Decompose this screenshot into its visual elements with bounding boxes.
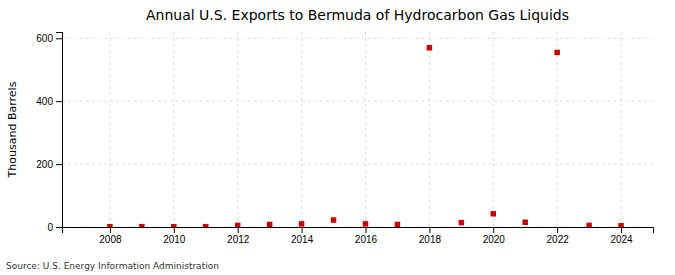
tick-mark <box>429 227 430 233</box>
tick-mark <box>56 164 62 165</box>
tick-mark <box>493 227 494 233</box>
tick: 200 <box>36 159 62 170</box>
tick: 2024 <box>610 227 633 245</box>
tick-label: 2024 <box>610 234 633 245</box>
point <box>267 222 272 227</box>
tick: 2010 <box>163 227 186 245</box>
tick: 2022 <box>547 227 570 245</box>
grid <box>62 32 653 227</box>
point <box>171 224 176 227</box>
y-axis-title: Thousand Barrels <box>6 81 19 178</box>
tick: 2012 <box>227 227 250 245</box>
axis-line <box>63 228 654 234</box>
grid-line <box>621 32 622 227</box>
tick-label: 2016 <box>355 234 378 245</box>
x-axis: 2008 2010 2012 2014 2016 2018 2020 2022 2024 <box>63 227 654 245</box>
tick-mark <box>174 227 175 233</box>
tick-label: 0 <box>47 222 53 233</box>
grid-line <box>365 32 366 227</box>
tick-mark <box>238 227 239 233</box>
point <box>459 220 464 225</box>
tick: 2016 <box>355 227 378 245</box>
tick-mark <box>365 227 366 233</box>
grid-line <box>173 32 174 227</box>
chart: 2008 2010 2012 2014 2016 2018 2020 2022 2024 0 200… <box>0 0 675 275</box>
annotation: Source: U.S. Energy Information Administ… <box>6 261 219 271</box>
point <box>586 223 591 227</box>
grid-line <box>301 32 302 227</box>
point <box>363 221 368 226</box>
grid-line <box>557 32 558 227</box>
grid-line <box>62 38 653 39</box>
grid-line <box>109 32 110 227</box>
tick-label: 200 <box>36 159 53 170</box>
point <box>203 224 208 227</box>
tick: 2018 <box>419 227 442 245</box>
tick: 2020 <box>483 227 506 245</box>
axis-line <box>56 33 63 228</box>
point <box>331 217 336 222</box>
grid-line <box>62 101 653 102</box>
tick: 2008 <box>99 227 122 245</box>
tick: 600 <box>36 33 62 44</box>
points <box>107 45 624 227</box>
plot: 2008 2010 2012 2014 2016 2018 2020 2022 2024 0 200… <box>36 32 653 245</box>
tick-mark <box>557 227 558 233</box>
point <box>427 45 432 50</box>
tick-label: 2018 <box>419 234 442 245</box>
tick-label: 2020 <box>483 234 506 245</box>
grid-line <box>429 32 430 227</box>
grid-line <box>62 164 653 165</box>
tick-label: 2012 <box>227 234 250 245</box>
tick-mark <box>56 227 62 228</box>
tick-mark <box>621 227 622 233</box>
tick-mark <box>56 101 62 102</box>
tick-mark <box>110 227 111 233</box>
point <box>235 223 240 227</box>
grid-line <box>493 32 494 227</box>
tick-mark <box>56 38 62 39</box>
point <box>139 224 144 227</box>
point <box>395 222 400 227</box>
tick-label: 2008 <box>99 234 122 245</box>
grid-line <box>237 32 238 227</box>
point <box>554 50 559 55</box>
tick: 2014 <box>291 227 314 245</box>
tick-label: 600 <box>36 33 53 44</box>
point <box>491 211 496 216</box>
point <box>618 223 623 227</box>
point <box>107 224 112 227</box>
tick: 400 <box>36 96 62 107</box>
point <box>299 221 304 226</box>
tick-label: 2022 <box>547 234 570 245</box>
tick-label: 2014 <box>291 234 314 245</box>
tick-mark <box>302 227 303 233</box>
tick-label: 2010 <box>163 234 186 245</box>
tick-label: 400 <box>36 96 53 107</box>
y-axis: 0 200 400 600 <box>36 33 62 233</box>
tick: 0 <box>47 222 62 233</box>
point <box>522 220 527 225</box>
title: Annual U.S. Exports to Bermuda of Hydroc… <box>146 7 569 23</box>
